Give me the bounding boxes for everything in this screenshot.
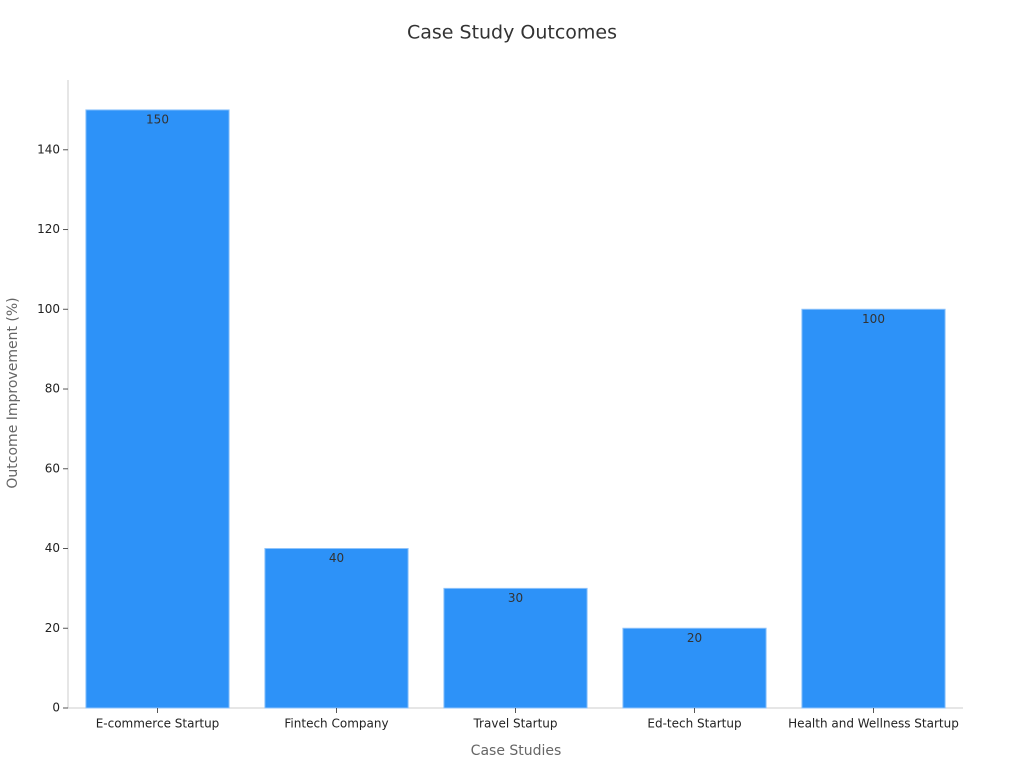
y-tick-label: 80	[45, 382, 60, 396]
y-axis-label: Outcome Improvement (%)	[5, 297, 21, 488]
chart-title: Case Study Outcomes	[407, 22, 617, 44]
bar	[264, 548, 409, 709]
data-label: 100	[862, 312, 885, 326]
y-tick-label: 40	[45, 541, 60, 555]
data-label: 20	[687, 631, 702, 645]
x-tick-label: Ed-tech Startup	[647, 717, 741, 731]
y-tick-label: 140	[37, 142, 60, 156]
y-tick-label: 0	[52, 701, 60, 715]
y-tick-label: 20	[45, 621, 60, 635]
x-axis-label: Case Studies	[471, 743, 562, 759]
bar	[622, 627, 767, 709]
data-label: 150	[146, 112, 169, 126]
data-label: 30	[508, 591, 523, 605]
x-tick-label: Fintech Company	[284, 717, 388, 731]
x-tick-label: Health and Wellness Startup	[788, 717, 959, 731]
x-tick-label: E-commerce Startup	[96, 717, 220, 731]
bar	[85, 109, 230, 709]
bar	[443, 587, 588, 709]
data-label: 40	[329, 551, 344, 565]
y-tick-label: 100	[37, 302, 60, 316]
bar	[801, 308, 946, 709]
x-tick-label: Travel Startup	[472, 717, 557, 731]
y-tick-label: 60	[45, 461, 60, 475]
y-tick-label: 120	[37, 222, 60, 236]
